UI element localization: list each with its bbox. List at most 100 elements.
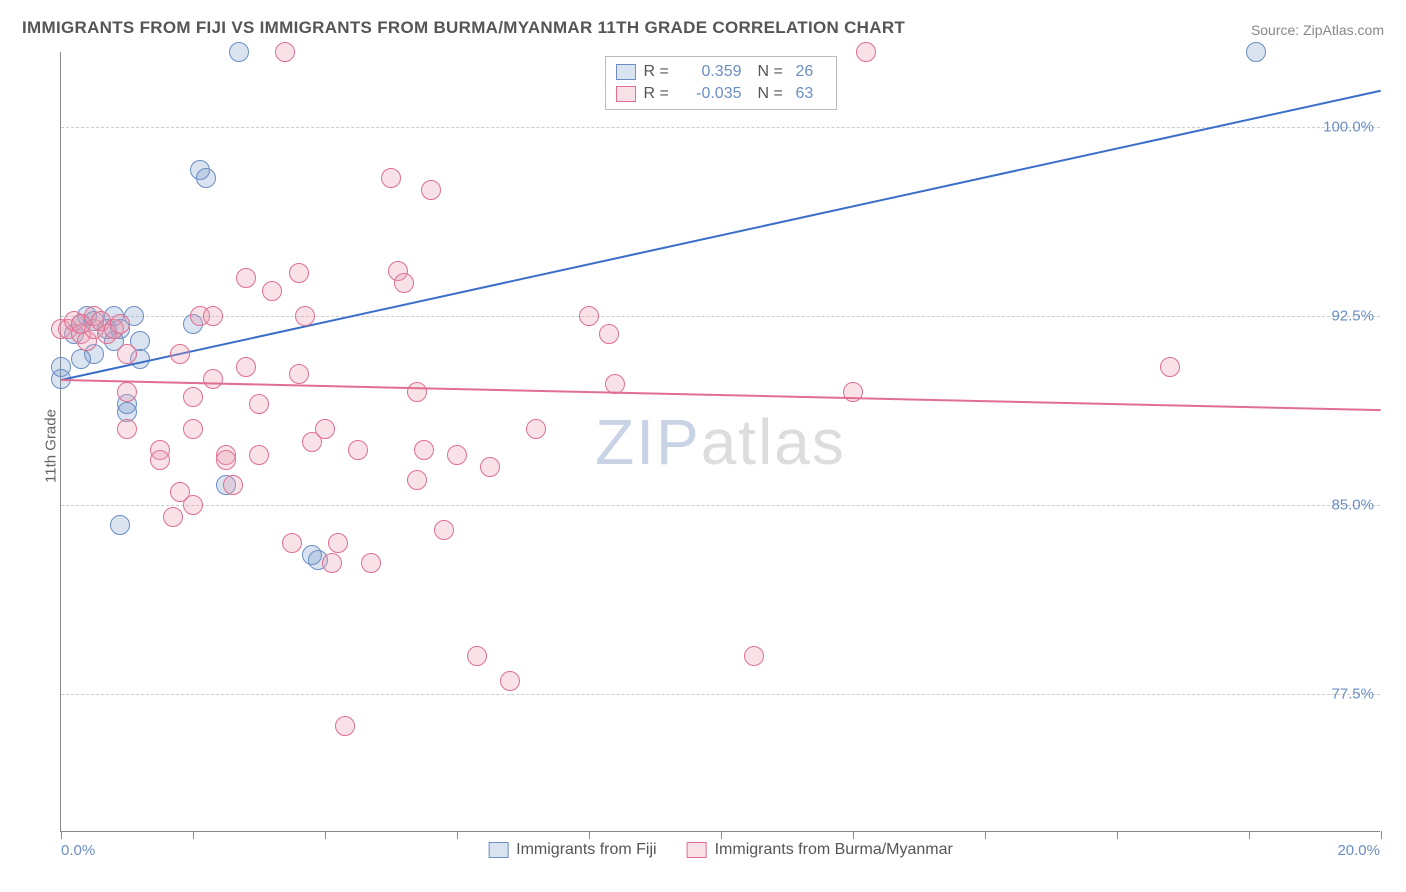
x-tick (985, 831, 986, 839)
swatch-fiji (616, 64, 636, 80)
gridline (61, 694, 1380, 695)
scatter-point (236, 268, 256, 288)
legend-item-fiji: Immigrants from Fiji (488, 841, 656, 859)
scatter-point (183, 387, 203, 407)
r-label: R = (644, 85, 674, 103)
y-tick-label: 85.0% (1331, 496, 1374, 513)
scatter-point (229, 42, 249, 62)
trend-line (61, 90, 1381, 381)
x-tick (1117, 831, 1118, 839)
scatter-point (249, 394, 269, 414)
scatter-point (1246, 42, 1266, 62)
scatter-point (289, 263, 309, 283)
scatter-point (480, 457, 500, 477)
scatter-point (236, 357, 256, 377)
r-value-fiji: 0.359 (682, 63, 742, 81)
bottom-legend: Immigrants from Fiji Immigrants from Bur… (488, 841, 953, 859)
gridline (61, 505, 1380, 506)
scatter-point (394, 273, 414, 293)
y-tick-label: 77.5% (1331, 685, 1374, 702)
scatter-point (579, 306, 599, 326)
scatter-point (467, 646, 487, 666)
scatter-point (289, 364, 309, 384)
legend-label-burma: Immigrants from Burma/Myanmar (715, 841, 953, 859)
source-attribution: Source: ZipAtlas.com (1251, 22, 1384, 38)
stats-row-burma: R = -0.035 N = 63 (616, 83, 826, 105)
x-tick (721, 831, 722, 839)
scatter-point (117, 344, 137, 364)
x-tick (61, 831, 62, 839)
scatter-point (322, 553, 342, 573)
watermark-zip: ZIP (595, 406, 701, 478)
r-value-burma: -0.035 (682, 85, 742, 103)
scatter-point (282, 533, 302, 553)
scatter-point (335, 716, 355, 736)
stats-legend-box: R = 0.359 N = 26 R = -0.035 N = 63 (605, 56, 837, 110)
scatter-point (183, 419, 203, 439)
scatter-point (295, 306, 315, 326)
chart-container: IMMIGRANTS FROM FIJI VS IMMIGRANTS FROM … (0, 0, 1406, 892)
scatter-point (1160, 357, 1180, 377)
n-value-fiji: 26 (796, 63, 826, 81)
scatter-point (315, 419, 335, 439)
x-tick (457, 831, 458, 839)
x-tick (193, 831, 194, 839)
scatter-point (117, 419, 137, 439)
swatch-burma (616, 86, 636, 102)
x-tick (325, 831, 326, 839)
y-axis-label: 11th Grade (42, 409, 59, 483)
legend-swatch-fiji (488, 842, 508, 858)
scatter-point (216, 450, 236, 470)
x-tick-label-min: 0.0% (61, 842, 95, 859)
scatter-point (275, 42, 295, 62)
watermark: ZIPatlas (595, 405, 846, 479)
y-tick-label: 92.5% (1331, 308, 1374, 325)
scatter-point (856, 42, 876, 62)
legend-item-burma: Immigrants from Burma/Myanmar (687, 841, 953, 859)
scatter-point (348, 440, 368, 460)
scatter-point (110, 515, 130, 535)
scatter-point (447, 445, 467, 465)
x-tick (1249, 831, 1250, 839)
scatter-point (196, 168, 216, 188)
scatter-point (51, 357, 71, 377)
scatter-point (262, 281, 282, 301)
gridline (61, 316, 1380, 317)
scatter-point (526, 419, 546, 439)
scatter-point (599, 324, 619, 344)
scatter-point (407, 382, 427, 402)
x-tick (853, 831, 854, 839)
scatter-point (407, 470, 427, 490)
scatter-point (361, 553, 381, 573)
stats-row-fiji: R = 0.359 N = 26 (616, 61, 826, 83)
scatter-point (500, 671, 520, 691)
legend-swatch-burma (687, 842, 707, 858)
scatter-point (223, 475, 243, 495)
scatter-point (434, 520, 454, 540)
n-value-burma: 63 (796, 85, 826, 103)
scatter-point (117, 382, 137, 402)
scatter-point (203, 306, 223, 326)
scatter-point (249, 445, 269, 465)
scatter-point (414, 440, 434, 460)
scatter-point (744, 646, 764, 666)
y-tick-label: 100.0% (1323, 119, 1374, 136)
scatter-point (163, 507, 183, 527)
scatter-point (110, 314, 130, 334)
scatter-point (203, 369, 223, 389)
scatter-point (421, 180, 441, 200)
scatter-point (170, 344, 190, 364)
n-label: N = (758, 85, 788, 103)
watermark-atlas: atlas (701, 406, 846, 478)
scatter-point (183, 495, 203, 515)
x-tick (1381, 831, 1382, 839)
x-tick-label-max: 20.0% (1337, 842, 1380, 859)
r-label: R = (644, 63, 674, 81)
legend-label-fiji: Immigrants from Fiji (516, 841, 656, 859)
scatter-point (328, 533, 348, 553)
scatter-point (381, 168, 401, 188)
plot-area: ZIPatlas R = 0.359 N = 26 R = -0.035 N =… (60, 52, 1380, 832)
scatter-point (150, 450, 170, 470)
chart-title: IMMIGRANTS FROM FIJI VS IMMIGRANTS FROM … (22, 18, 905, 38)
x-tick (589, 831, 590, 839)
